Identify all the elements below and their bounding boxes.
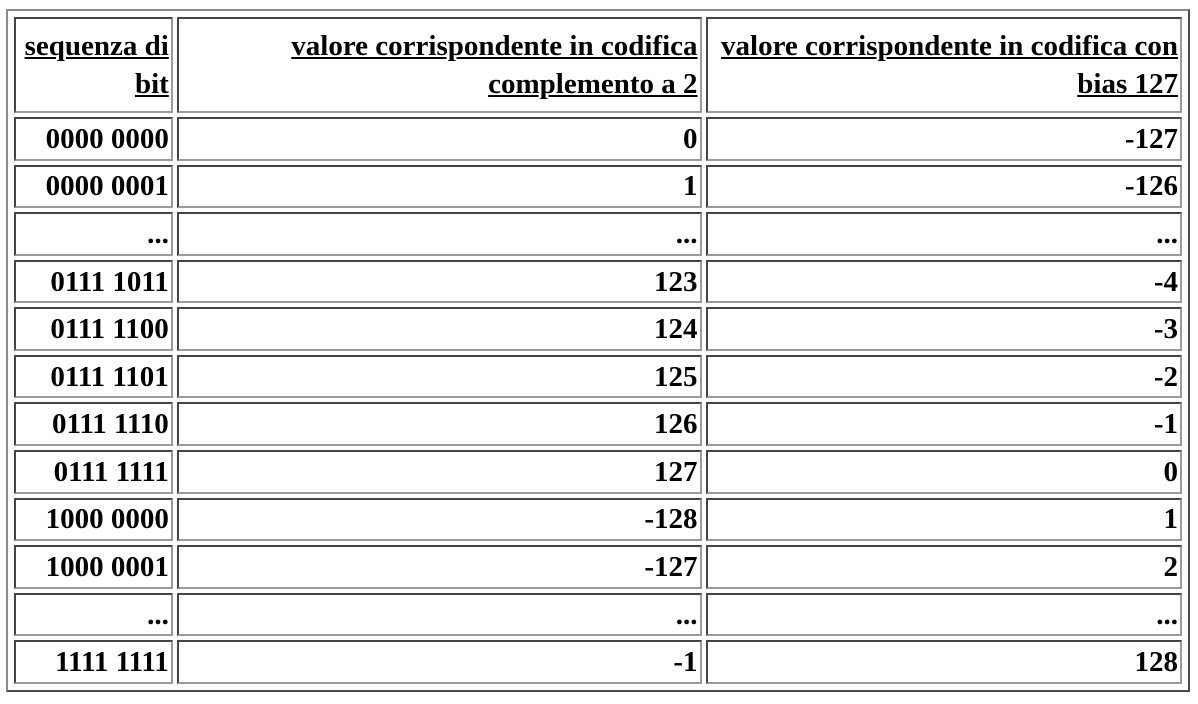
bit-sequence-cell: 0111 1111 [14,450,173,494]
twos-complement-cell: 123 [176,259,702,304]
encoding-table-container: sequenza di bit valore corrispondente in… [6,9,1190,692]
table-row: 0111 1111 127 0 [14,450,1182,494]
table-row: 0111 1100 124 -3 [14,307,1182,351]
header-bit-sequence: sequenza di bit [14,17,173,113]
bit-sequence-cell: 0000 0001 [14,164,173,209]
bias-127-cell: 128 [705,640,1182,684]
encoding-table: sequenza di bit valore corrispondente in… [10,13,1186,688]
header-bias-127-label: valore corrispondente in codifica con bi… [721,30,1178,100]
bias-127-cell: -1 [705,402,1182,447]
twos-complement-cell: -127 [176,545,702,589]
header-twos-complement: valore corrispondente in codifica comple… [176,17,702,113]
bit-sequence-cell: ... [14,212,173,256]
bit-sequence-cell: 0111 1101 [14,354,173,399]
twos-complement-cell: 0 [176,117,702,161]
bias-127-cell: 0 [705,450,1182,494]
bit-sequence-cell: 1111 1111 [14,640,173,684]
bias-127-cell: 1 [705,497,1182,542]
table-row: 1000 0000 -128 1 [14,497,1182,542]
bit-sequence-cell: 0111 1110 [14,402,173,447]
bias-127-cell: -4 [705,259,1182,304]
bit-sequence-cell: ... [14,592,173,637]
bias-127-cell: ... [705,592,1182,637]
twos-complement-cell: -128 [176,497,702,542]
header-twos-complement-label: valore corrispondente in codifica comple… [291,30,698,100]
table-row: 0000 0001 1 -126 [14,164,1182,209]
bias-127-cell: -3 [705,307,1182,351]
twos-complement-cell: 127 [176,450,702,494]
bias-127-cell: -127 [705,117,1182,161]
twos-complement-cell: 125 [176,354,702,399]
table-body: 0000 0000 0 -127 0000 0001 1 -126 ... ..… [14,117,1182,684]
table-row: 0000 0000 0 -127 [14,117,1182,161]
bit-sequence-cell: 0000 0000 [14,117,173,161]
bias-127-cell: 2 [705,545,1182,589]
table-header: sequenza di bit valore corrispondente in… [14,17,1182,113]
twos-complement-cell: ... [176,592,702,637]
table-row: 0111 1011 123 -4 [14,259,1182,304]
table-row: 0111 1101 125 -2 [14,354,1182,399]
bias-127-cell: ... [705,212,1182,256]
twos-complement-cell: ... [176,212,702,256]
twos-complement-cell: 124 [176,307,702,351]
bias-127-cell: -2 [705,354,1182,399]
table-row: 1000 0001 -127 2 [14,545,1182,589]
bit-sequence-cell: 1000 0001 [14,545,173,589]
twos-complement-cell: -1 [176,640,702,684]
bit-sequence-cell: 1000 0000 [14,497,173,542]
header-bit-sequence-label: sequenza di bit [24,30,169,100]
table-row: ... ... ... [14,212,1182,256]
header-row: sequenza di bit valore corrispondente in… [14,17,1182,113]
twos-complement-cell: 126 [176,402,702,447]
bias-127-cell: -126 [705,164,1182,209]
header-bias-127: valore corrispondente in codifica con bi… [705,17,1182,113]
bit-sequence-cell: 0111 1100 [14,307,173,351]
bit-sequence-cell: 0111 1011 [14,259,173,304]
table-row: ... ... ... [14,592,1182,637]
table-row: 1111 1111 -1 128 [14,640,1182,684]
table-row: 0111 1110 126 -1 [14,402,1182,447]
twos-complement-cell: 1 [176,164,702,209]
